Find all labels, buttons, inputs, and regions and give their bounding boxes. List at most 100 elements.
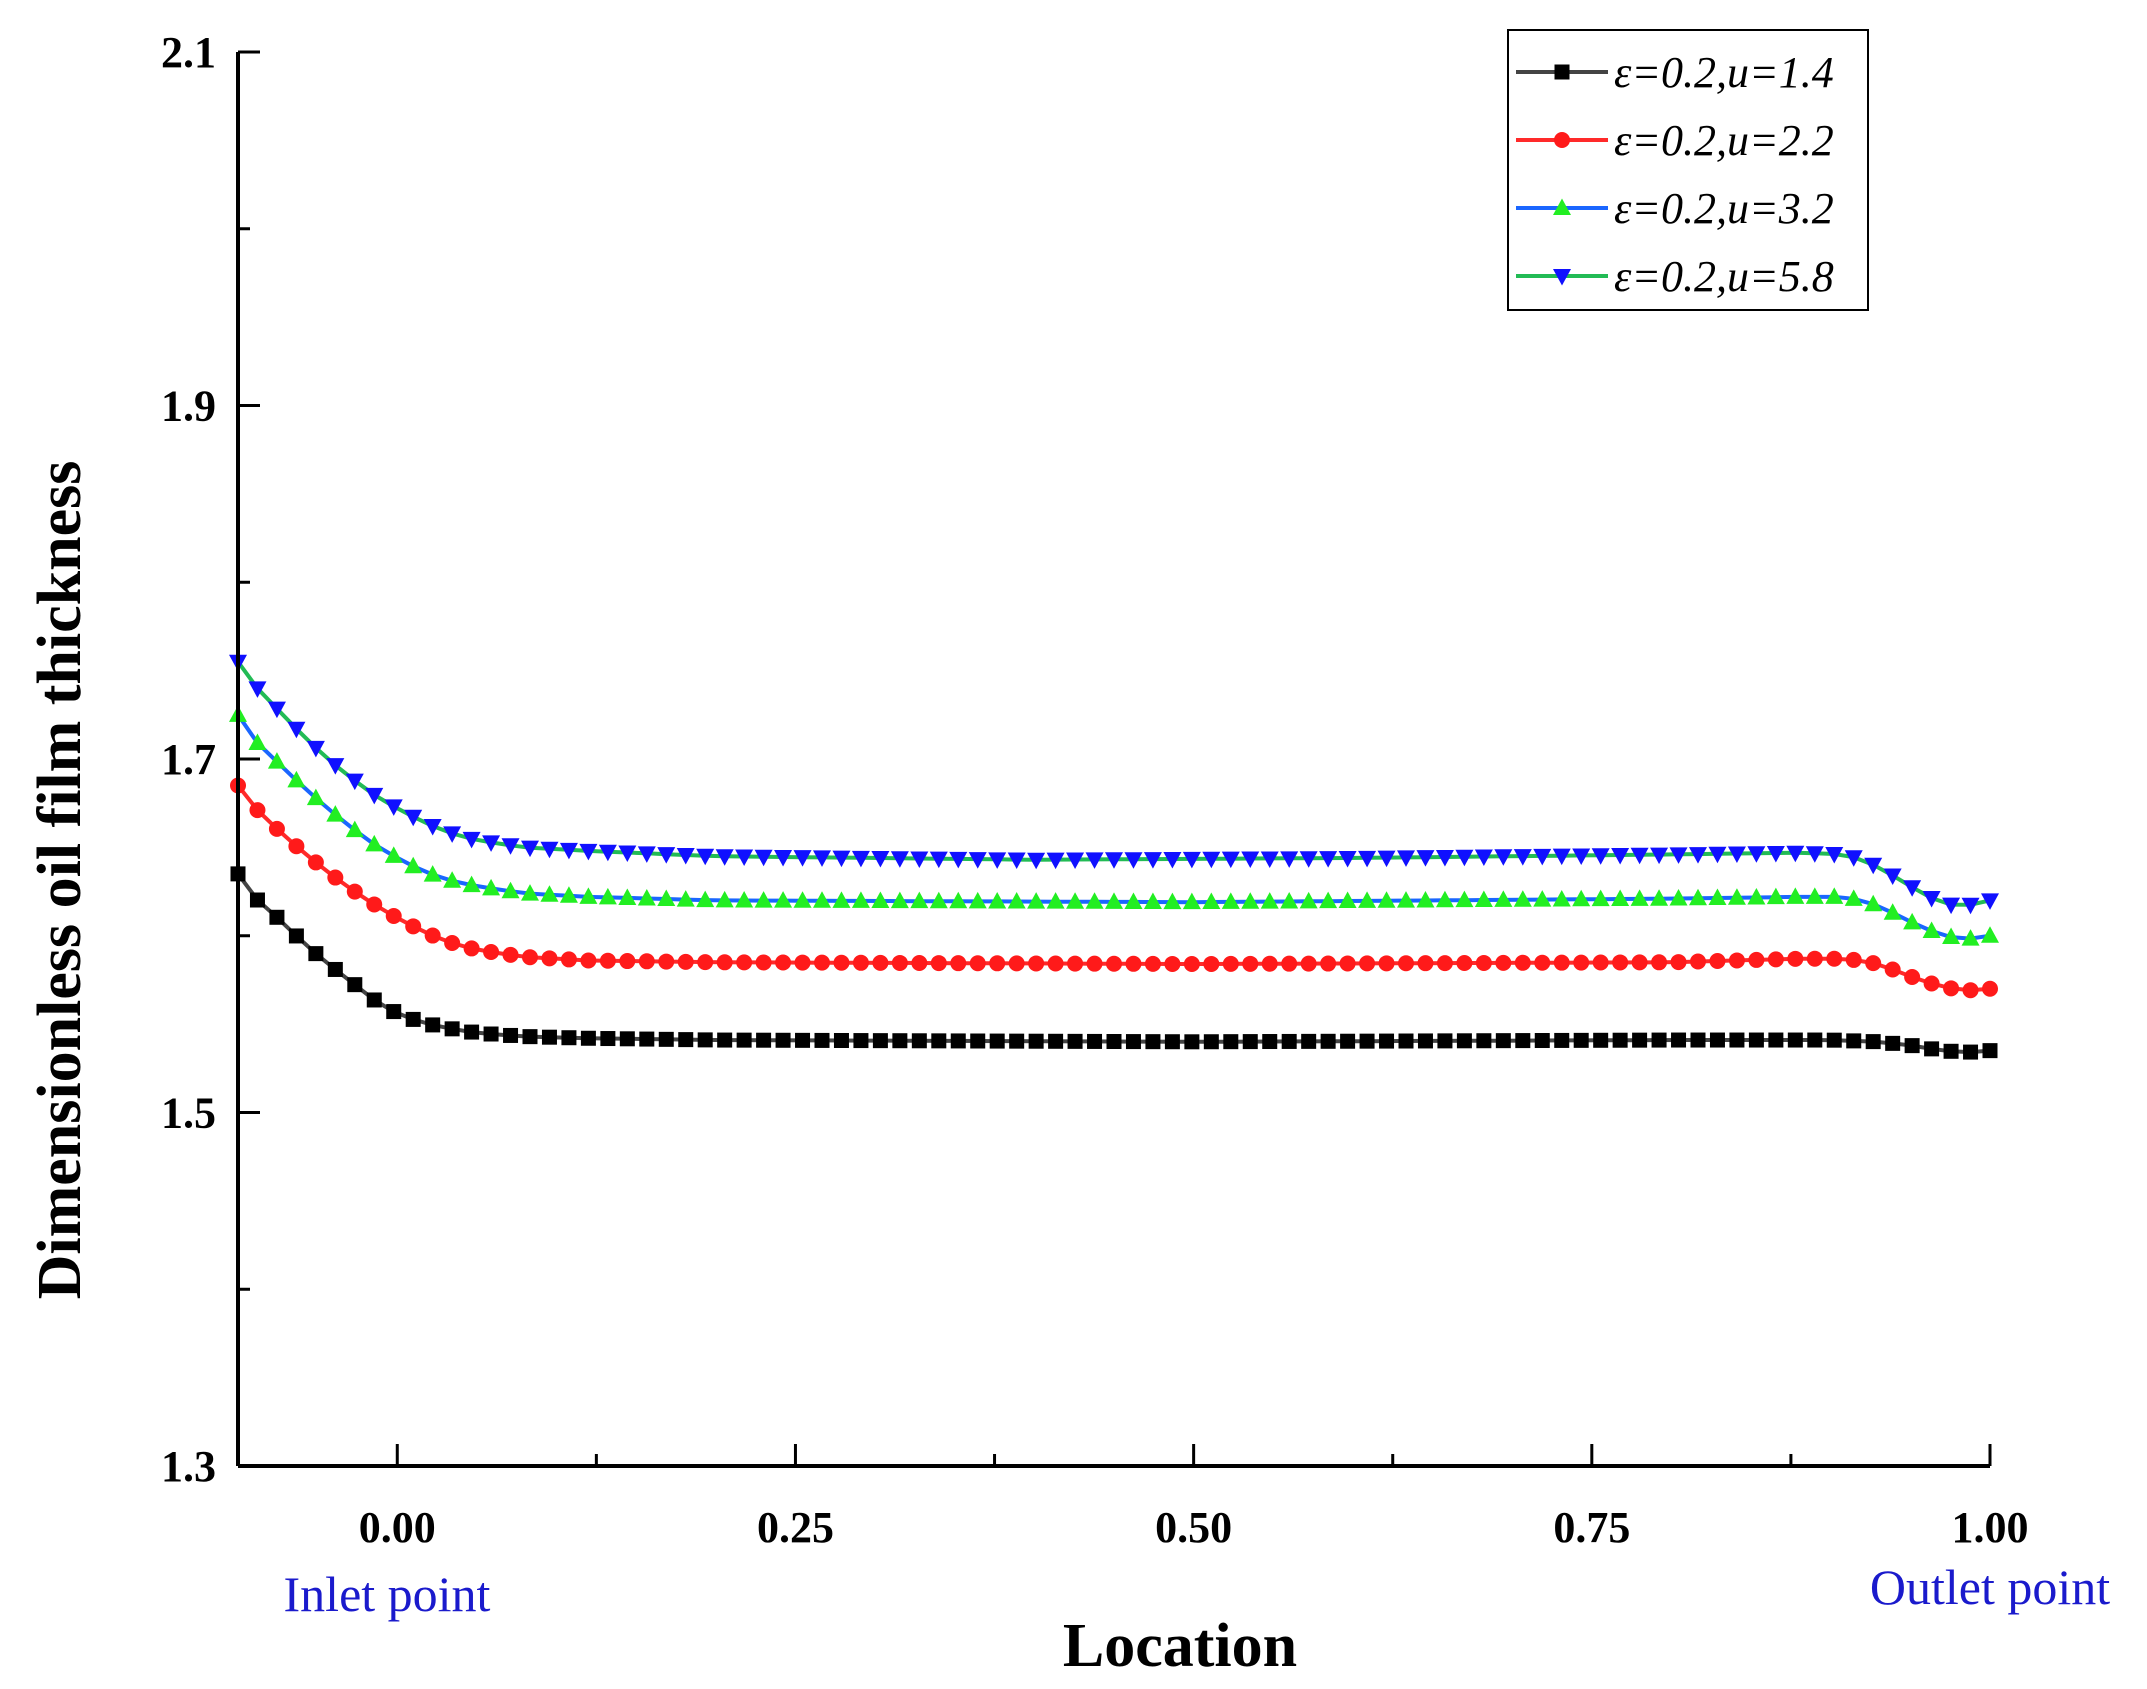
data-point	[1067, 955, 1084, 972]
data-point	[657, 847, 676, 864]
data-point	[1124, 892, 1143, 909]
data-point	[1709, 952, 1726, 969]
data-point	[814, 954, 830, 971]
data-point	[1474, 890, 1493, 908]
data-point	[424, 927, 441, 944]
data-point	[1923, 975, 1940, 992]
data-point	[502, 946, 519, 963]
data-point	[1398, 1033, 1414, 1049]
data-point	[1748, 1032, 1764, 1048]
data-point	[267, 752, 286, 769]
data-point	[872, 1033, 888, 1049]
data-point	[1047, 955, 1064, 972]
data-point	[813, 850, 831, 867]
data-point	[1105, 852, 1123, 869]
data-point	[580, 1030, 596, 1046]
data-point	[326, 805, 345, 822]
legend: ε=0.2,u=1.4 ε=0.2,u=2.2 ε=0.2,u=3.2 ε=0.2,u…	[1507, 29, 1869, 311]
legend-label: ε=0.2,u=3.2	[1614, 184, 1834, 233]
legend-marker	[1554, 64, 1570, 80]
data-point	[541, 1029, 557, 1045]
data-point	[1884, 961, 1901, 978]
data-point	[871, 851, 890, 868]
data-point	[755, 954, 772, 971]
data-point	[1766, 887, 1785, 905]
data-point	[386, 1004, 402, 1020]
data-point	[1727, 888, 1746, 905]
x-tick-label: 0.00	[359, 1503, 436, 1552]
y-tick-label: 1.7	[161, 735, 216, 784]
data-point	[1943, 980, 1960, 997]
data-point	[1903, 880, 1922, 897]
data-point	[1143, 892, 1162, 910]
data-point	[696, 848, 715, 866]
data-point	[754, 891, 773, 908]
data-point	[405, 918, 422, 935]
data-point	[1981, 926, 1999, 943]
legend-marker	[1554, 132, 1570, 148]
data-point	[1163, 892, 1182, 910]
legend-label: ε=0.2,u=2.2	[1614, 116, 1834, 165]
data-point	[852, 954, 869, 971]
data-point	[931, 1033, 947, 1049]
data-point	[1630, 847, 1649, 865]
data-point	[637, 846, 656, 863]
data-point	[1864, 894, 1883, 912]
data-point	[1455, 849, 1474, 867]
data-point	[308, 946, 324, 962]
data-point	[366, 992, 382, 1008]
data-point	[1767, 951, 1784, 968]
data-point	[1085, 892, 1104, 909]
data-point	[1631, 954, 1648, 971]
data-point	[1086, 955, 1103, 972]
data-point	[853, 1033, 869, 1049]
data-point	[1241, 851, 1260, 869]
data-point	[1299, 851, 1318, 868]
data-point	[890, 851, 909, 868]
data-point	[1475, 954, 1492, 971]
data-point	[1612, 954, 1629, 971]
data-point	[559, 886, 578, 903]
data-point	[619, 1031, 635, 1047]
data-point	[598, 887, 617, 905]
data-point	[871, 891, 890, 909]
data-point	[1690, 1032, 1706, 1048]
data-point	[774, 891, 793, 908]
data-point	[503, 1027, 519, 1043]
legend-entry: ε=0.2,u=2.2	[1516, 116, 1834, 165]
ticks-layer: 0.00 0.25 0.50 0.75 1.00 1.3 1.5 1.7 1.9 2.1	[161, 28, 2029, 1552]
data-point	[1260, 892, 1279, 909]
data-point	[1865, 955, 1882, 972]
legend-label: ε=0.2,u=5.8	[1614, 252, 1834, 301]
data-point	[1106, 1034, 1122, 1050]
data-point	[1689, 847, 1707, 864]
data-point	[1787, 1032, 1803, 1048]
data-point	[658, 1031, 674, 1047]
data-point	[968, 891, 987, 909]
data-point	[1379, 1033, 1395, 1049]
data-point	[269, 909, 285, 925]
data-point	[657, 889, 676, 907]
data-point	[1416, 890, 1435, 908]
data-point	[1359, 955, 1376, 972]
data-point	[579, 843, 598, 861]
data-point	[1456, 1033, 1472, 1049]
data-point	[1670, 954, 1687, 971]
data-point	[521, 884, 539, 901]
data-point	[501, 881, 520, 899]
data-point	[540, 885, 559, 902]
data-point	[482, 835, 501, 852]
data-point	[306, 788, 325, 806]
data-point	[1922, 921, 1941, 939]
data-point	[600, 1031, 616, 1047]
outlet-annotation: Outlet point	[1870, 1559, 2110, 1615]
data-point	[1786, 845, 1805, 863]
data-point	[404, 809, 423, 827]
data-point	[1066, 892, 1085, 909]
data-point	[1612, 1032, 1628, 1048]
data-point	[678, 1032, 694, 1048]
data-point	[1591, 848, 1610, 865]
data-point	[462, 831, 481, 849]
data-point	[1748, 951, 1765, 968]
data-point	[1398, 955, 1414, 972]
